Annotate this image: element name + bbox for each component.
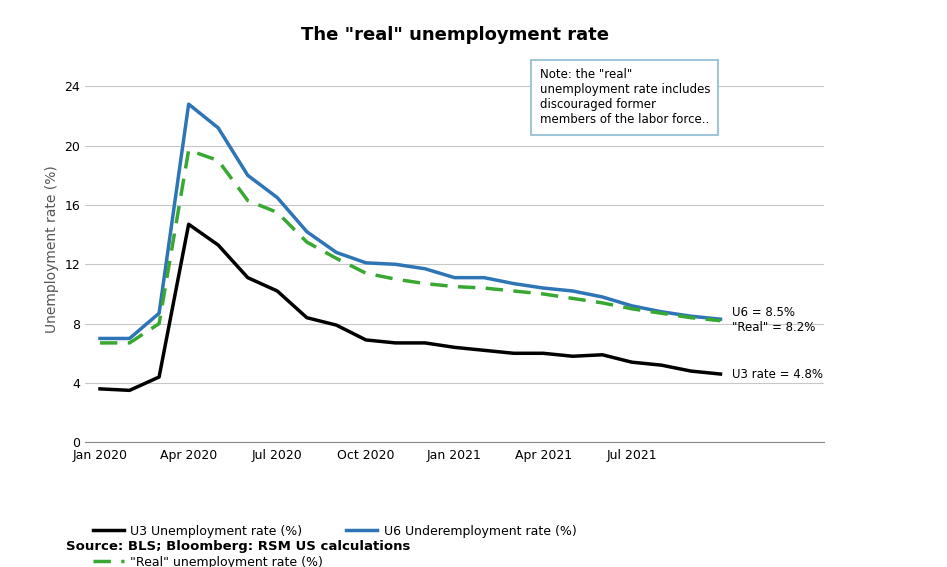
- Text: "Real" = 8.2%: "Real" = 8.2%: [732, 321, 815, 334]
- Text: Note: the "real"
unemployment rate includes
discouraged former
members of the la: Note: the "real" unemployment rate inclu…: [540, 68, 710, 126]
- Text: U3 rate = 4.8%: U3 rate = 4.8%: [732, 367, 823, 380]
- Title: The "real" unemployment rate: The "real" unemployment rate: [300, 26, 609, 44]
- Text: U6 = 8.5%: U6 = 8.5%: [732, 306, 795, 319]
- Y-axis label: Unemployment rate (%): Unemployment rate (%): [45, 166, 59, 333]
- Text: Source: BLS; Bloomberg: RSM US calculations: Source: BLS; Bloomberg: RSM US calculati…: [66, 540, 411, 553]
- Legend: "Real" unemployment rate (%): "Real" unemployment rate (%): [88, 551, 329, 567]
